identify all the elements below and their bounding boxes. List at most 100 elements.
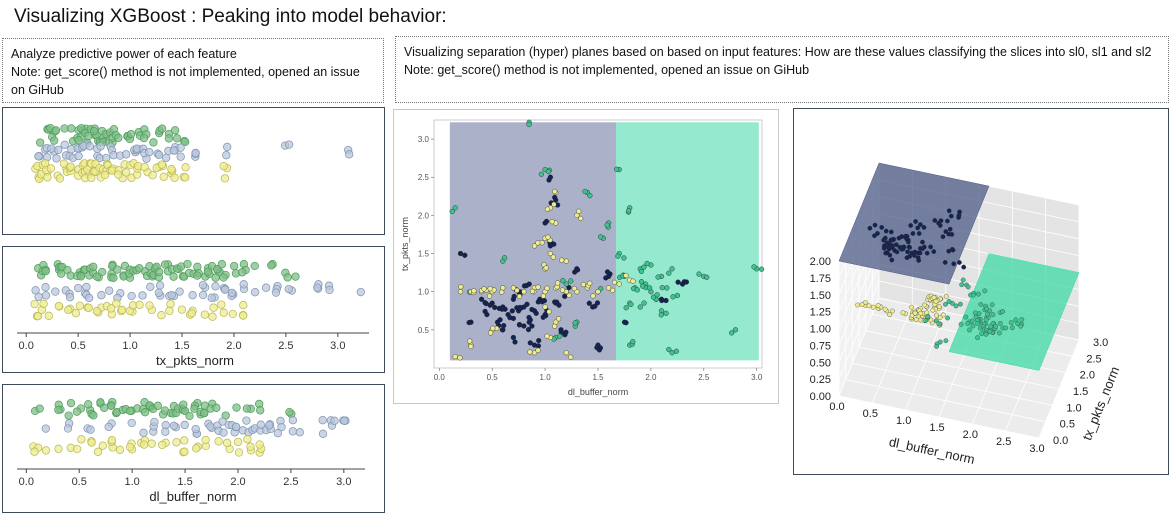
data-point xyxy=(573,321,578,326)
x-axis-label: dl_buffer_norm xyxy=(568,387,628,397)
data-point xyxy=(160,173,168,181)
data-point xyxy=(472,288,477,293)
data-point xyxy=(875,231,879,235)
data-point xyxy=(917,231,921,235)
data-point xyxy=(158,311,166,319)
data-point xyxy=(45,312,53,320)
data-point xyxy=(482,287,487,292)
data-point xyxy=(93,307,101,315)
data-point xyxy=(1000,309,1004,313)
data-point xyxy=(483,309,488,314)
data-point xyxy=(552,324,557,329)
data-point xyxy=(243,405,251,413)
data-point xyxy=(884,229,888,233)
data-point xyxy=(218,260,226,268)
data-point xyxy=(626,208,631,213)
data-point xyxy=(462,253,467,258)
data-point xyxy=(656,275,661,280)
x-tick-label: 3.0 xyxy=(330,340,345,352)
data-point xyxy=(78,436,86,444)
data-point xyxy=(949,214,953,218)
data-point xyxy=(947,232,951,236)
data-point xyxy=(546,169,551,174)
data-point xyxy=(928,245,932,249)
data-point xyxy=(158,161,166,169)
x-tick-label: 2.0 xyxy=(230,476,245,488)
separation-planes-note-line2: Note: get_score() method is not implemen… xyxy=(404,61,1160,79)
data-point xyxy=(86,143,94,151)
data-point xyxy=(141,163,149,171)
data-point xyxy=(90,412,98,420)
data-point xyxy=(966,285,970,289)
data-point xyxy=(126,443,134,451)
data-point xyxy=(48,145,56,153)
data-point xyxy=(535,241,540,246)
data-point xyxy=(180,401,188,409)
data-point xyxy=(50,137,58,145)
data-point xyxy=(883,243,887,247)
data-point xyxy=(938,322,942,326)
x-tick-label: 0.5 xyxy=(72,476,87,488)
data-point xyxy=(959,322,963,326)
data-point xyxy=(616,254,621,259)
data-point xyxy=(957,260,961,264)
data-point xyxy=(983,289,987,293)
data-point xyxy=(192,445,200,453)
data-point xyxy=(167,300,175,308)
data-point xyxy=(285,141,293,149)
data-point xyxy=(635,288,640,293)
series-sl0 xyxy=(31,398,295,420)
data-point xyxy=(541,315,546,320)
data-point xyxy=(223,151,231,159)
data-point xyxy=(951,248,955,252)
data-point xyxy=(1014,318,1018,322)
x-tick-label: 0.5 xyxy=(863,408,878,420)
data-point xyxy=(458,251,463,256)
data-point xyxy=(614,167,619,172)
data-point xyxy=(900,234,904,238)
data-point xyxy=(154,402,162,410)
data-point xyxy=(42,283,50,291)
data-point xyxy=(572,286,577,291)
data-point xyxy=(181,174,189,182)
data-point xyxy=(729,331,734,336)
data-point xyxy=(542,298,547,303)
data-point xyxy=(664,286,669,291)
data-point xyxy=(218,301,226,309)
data-point xyxy=(564,259,569,264)
data-point xyxy=(268,262,276,270)
data-point xyxy=(90,127,98,135)
z-tick-label: 0.50 xyxy=(810,357,831,369)
data-point xyxy=(194,272,202,280)
x-tick-label: 3.0 xyxy=(751,373,763,382)
data-point xyxy=(66,293,74,301)
data-point xyxy=(890,309,894,313)
data-point xyxy=(546,235,551,240)
data-point xyxy=(55,406,63,414)
data-point xyxy=(527,315,532,320)
feature-power-note-line2: Note: get_score() method is not implemen… xyxy=(11,63,375,99)
separation-planes-note: Visualizing separation (hyper) planes ba… xyxy=(395,36,1169,103)
data-point xyxy=(913,311,917,315)
data-point xyxy=(180,437,188,445)
data-point xyxy=(147,283,155,291)
data-point xyxy=(605,270,610,275)
data-point xyxy=(64,425,72,433)
data-point xyxy=(467,320,472,325)
data-point xyxy=(944,339,948,343)
x-tick-label: 2.5 xyxy=(283,476,298,488)
data-point xyxy=(110,274,118,282)
data-point xyxy=(158,125,166,133)
x-tick-label: 1.0 xyxy=(896,415,911,427)
data-point xyxy=(42,425,50,433)
data-point xyxy=(186,412,194,420)
strip-plot-tx-brate-panel: 012345tx_brate_norm xyxy=(2,107,385,235)
data-point xyxy=(967,328,971,332)
series-sl2 xyxy=(30,435,265,456)
data-point xyxy=(235,449,243,457)
data-point xyxy=(98,268,106,276)
x-tick-label: 0.0 xyxy=(19,340,34,352)
data-point xyxy=(552,195,557,200)
data-point xyxy=(671,294,676,299)
data-point xyxy=(576,209,581,214)
